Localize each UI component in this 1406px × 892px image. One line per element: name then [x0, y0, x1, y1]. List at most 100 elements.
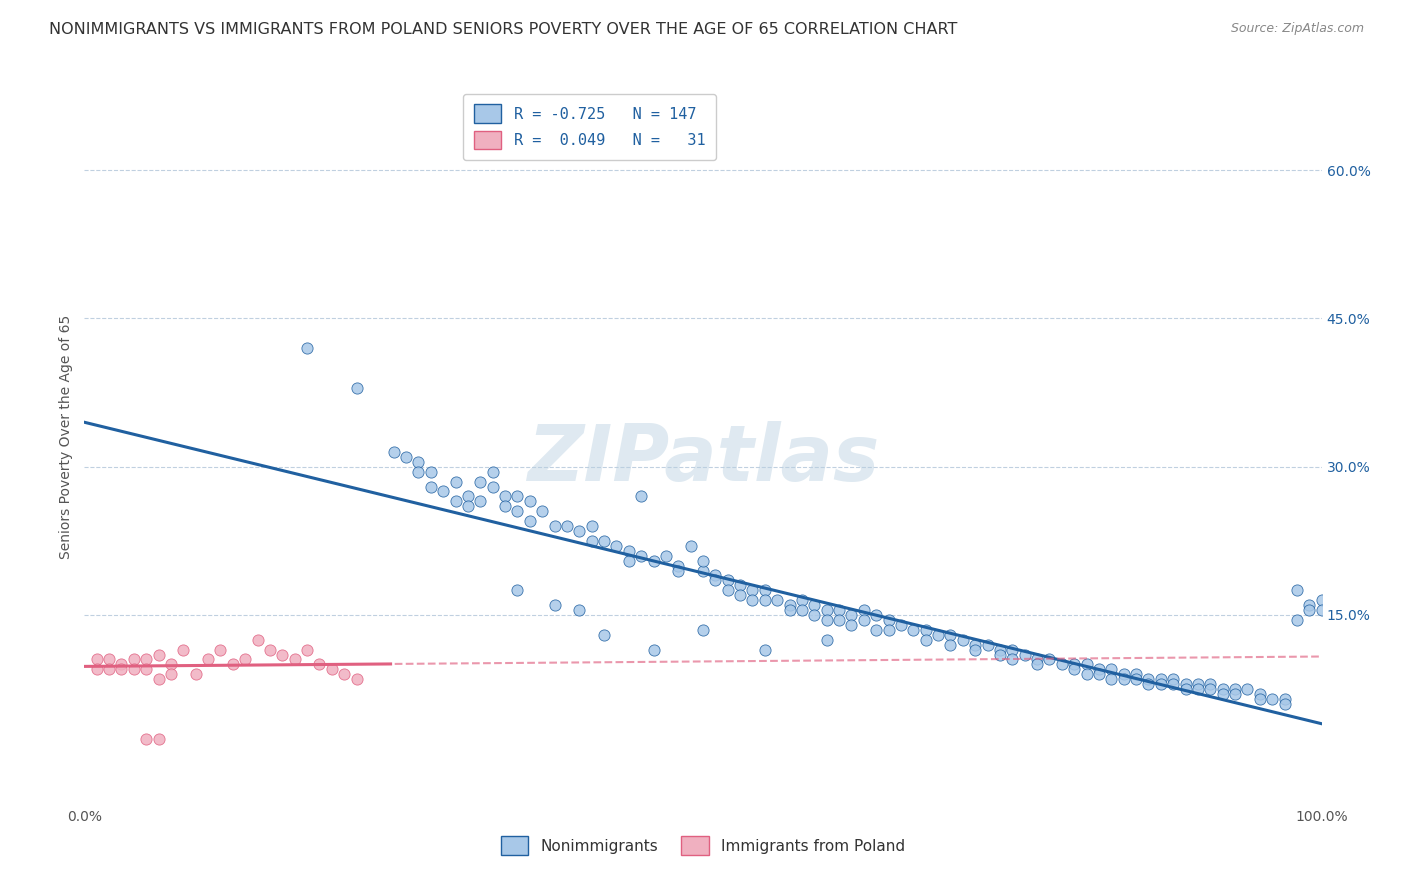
Point — [506, 504, 529, 518]
Point — [432, 484, 454, 499]
Point — [172, 642, 194, 657]
Point — [1076, 667, 1098, 681]
Point — [470, 494, 492, 508]
Point — [1174, 677, 1197, 691]
Point — [457, 489, 479, 503]
Point — [470, 134, 492, 148]
Point — [1274, 697, 1296, 711]
Point — [988, 648, 1011, 662]
Text: NONIMMIGRANTS VS IMMIGRANTS FROM POLAND SENIORS POVERTY OVER THE AGE OF 65 CORRE: NONIMMIGRANTS VS IMMIGRANTS FROM POLAND … — [49, 22, 957, 37]
Point — [965, 638, 987, 652]
Point — [803, 598, 825, 612]
Point — [457, 500, 479, 514]
Point — [1050, 657, 1073, 672]
Point — [717, 574, 740, 588]
Point — [1249, 692, 1271, 706]
Point — [643, 642, 665, 657]
Point — [1274, 692, 1296, 706]
Point — [1001, 652, 1024, 666]
Point — [135, 662, 157, 676]
Point — [1285, 613, 1308, 627]
Point — [135, 731, 157, 746]
Point — [110, 662, 132, 676]
Point — [444, 494, 467, 508]
Point — [643, 554, 665, 568]
Point — [110, 657, 132, 672]
Point — [717, 583, 740, 598]
Point — [1001, 642, 1024, 657]
Point — [581, 519, 603, 533]
Point — [1285, 583, 1308, 598]
Point — [828, 613, 851, 627]
Point — [815, 632, 838, 647]
Point — [939, 638, 962, 652]
Point — [692, 623, 714, 637]
Point — [197, 652, 219, 666]
Point — [1212, 687, 1234, 701]
Point — [122, 662, 145, 676]
Point — [779, 598, 801, 612]
Point — [815, 613, 838, 627]
Point — [790, 603, 813, 617]
Point — [692, 554, 714, 568]
Point — [630, 549, 652, 563]
Point — [852, 613, 875, 627]
Point — [98, 662, 121, 676]
Point — [1026, 652, 1049, 666]
Point — [568, 524, 591, 538]
Point — [148, 672, 170, 686]
Point — [779, 603, 801, 617]
Point — [184, 667, 207, 681]
Point — [395, 450, 418, 464]
Point — [295, 642, 318, 657]
Point — [877, 613, 900, 627]
Point — [877, 623, 900, 637]
Point — [965, 642, 987, 657]
Point — [481, 479, 503, 493]
Point — [1310, 593, 1333, 607]
Point — [914, 632, 936, 647]
Point — [952, 632, 974, 647]
Point — [728, 588, 751, 602]
Point — [865, 607, 887, 622]
Point — [1099, 662, 1122, 676]
Point — [1088, 662, 1111, 676]
Point — [284, 652, 307, 666]
Point — [271, 648, 294, 662]
Point — [728, 578, 751, 592]
Point — [1125, 667, 1147, 681]
Point — [1161, 677, 1184, 691]
Point — [295, 341, 318, 355]
Point — [766, 593, 789, 607]
Point — [1174, 682, 1197, 697]
Point — [148, 731, 170, 746]
Point — [1199, 682, 1222, 697]
Point — [1298, 603, 1320, 617]
Point — [692, 564, 714, 578]
Point — [754, 583, 776, 598]
Point — [419, 479, 441, 493]
Point — [679, 539, 702, 553]
Point — [1137, 672, 1160, 686]
Point — [1038, 652, 1060, 666]
Point — [246, 632, 269, 647]
Point — [233, 652, 256, 666]
Point — [519, 494, 541, 508]
Point — [1150, 677, 1173, 691]
Point — [741, 593, 763, 607]
Point — [1161, 672, 1184, 686]
Point — [1298, 598, 1320, 612]
Point — [308, 657, 330, 672]
Point — [790, 593, 813, 607]
Point — [939, 628, 962, 642]
Point — [209, 642, 232, 657]
Point — [988, 642, 1011, 657]
Point — [1236, 682, 1258, 697]
Point — [408, 455, 430, 469]
Point — [470, 475, 492, 489]
Point — [903, 623, 925, 637]
Point — [914, 623, 936, 637]
Point — [1261, 692, 1284, 706]
Point — [1137, 677, 1160, 691]
Point — [1249, 687, 1271, 701]
